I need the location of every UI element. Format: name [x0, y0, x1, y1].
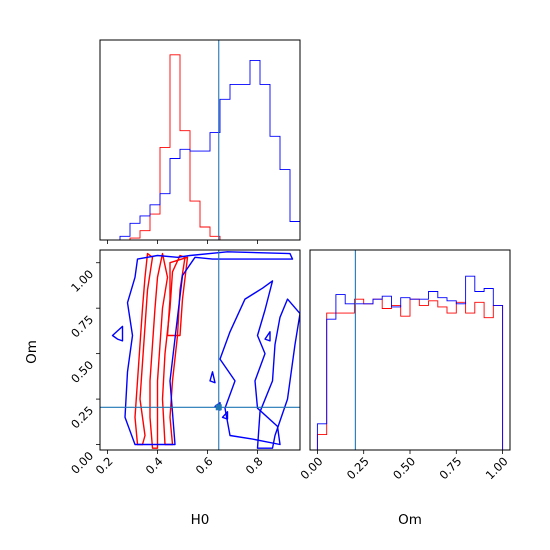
contour-blue	[264, 331, 271, 342]
h0-x-tick-label: 0.4	[143, 454, 166, 477]
contour-red	[149, 252, 169, 449]
contour-blue	[256, 298, 300, 449]
contour-group	[111, 251, 300, 449]
om-histogram-red	[316, 298, 504, 450]
om-y-tick-label: 0.25	[68, 403, 96, 431]
om-y-tick-label: 0.00	[68, 449, 96, 477]
h0-x-tick-label: 0.8	[243, 454, 266, 477]
joint-frame	[99, 249, 301, 451]
om-x-tick-label: 0.75	[436, 454, 464, 482]
om-x-tick-label: 0.25	[344, 454, 372, 482]
h0-x-tick-label: 0.6	[193, 454, 216, 477]
contour-red	[166, 256, 189, 337]
h0-marginal-frame	[99, 39, 301, 241]
h0-marginal-panel	[99, 39, 301, 244]
om-y-tick-label: 1.00	[68, 267, 96, 295]
om-x-tick-label: 0.00	[298, 454, 326, 482]
om-y-tick-label: 0.75	[68, 312, 96, 340]
contour-red	[134, 252, 154, 446]
h0-histogram-red	[100, 54, 300, 241]
contour-blue	[111, 325, 124, 342]
om-y-tick-label: 0.50	[68, 358, 96, 386]
truth-point-marker	[215, 404, 222, 411]
h0-x-tick-label: 0.2	[93, 454, 116, 477]
contour-blue	[219, 280, 281, 446]
contour-red	[161, 254, 186, 446]
contour-blue	[124, 251, 294, 446]
om-y-axis-label: Om	[24, 340, 40, 364]
contour-blue	[221, 411, 229, 420]
om-x-tick-label: 1.00	[483, 454, 511, 482]
om-x-tick-label: 0.50	[390, 454, 418, 482]
h0-histogram-blue	[100, 59, 301, 241]
om-marginal-panel: 0.00 0.25 0.50 0.75 1.00	[298, 249, 511, 482]
om-marginal-frame	[309, 249, 511, 451]
h0-om-joint-panel: 0.2 0.4 0.6 0.8 0.00 0.25 0.50 0.75 1.00	[68, 249, 301, 477]
contour-blue	[209, 371, 216, 384]
om-histogram-blue	[316, 275, 504, 450]
om-axis-label: Om	[398, 512, 422, 528]
h0-axis-label: H0	[191, 512, 210, 528]
